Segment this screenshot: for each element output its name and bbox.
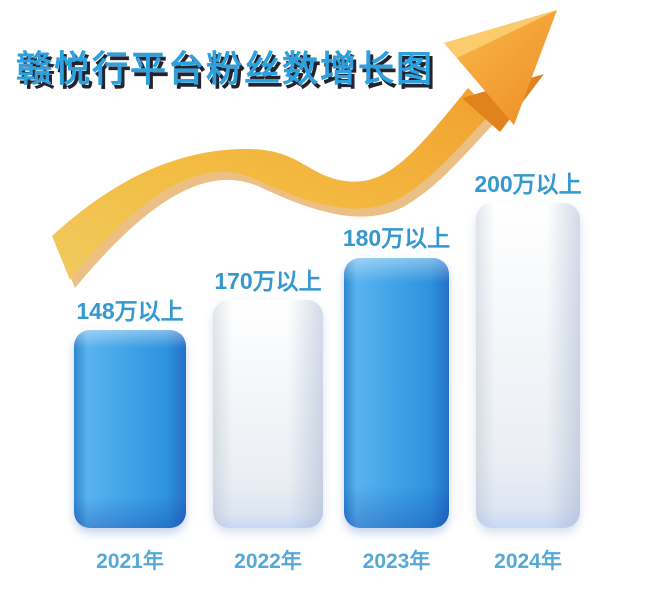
axis-label-2021: 2021年 bbox=[96, 550, 164, 573]
bar-2023 bbox=[344, 258, 449, 528]
value-label-2022: 170万以上 bbox=[214, 268, 322, 294]
axis-label-2023: 2023年 bbox=[362, 550, 431, 573]
axis-label-2022: 2022年 bbox=[234, 550, 302, 573]
page-title: 赣悦行平台粉丝数增长图 bbox=[16, 48, 435, 89]
bar-2024 bbox=[476, 203, 580, 528]
value-label-2023: 180万以上 bbox=[342, 225, 451, 251]
axis-label-2024: 2024年 bbox=[494, 550, 562, 573]
bar-2021 bbox=[74, 330, 186, 528]
value-label-2021: 148万以上 bbox=[76, 298, 184, 324]
value-label-2024: 200万以上 bbox=[474, 171, 582, 197]
bar-2022 bbox=[213, 300, 323, 528]
